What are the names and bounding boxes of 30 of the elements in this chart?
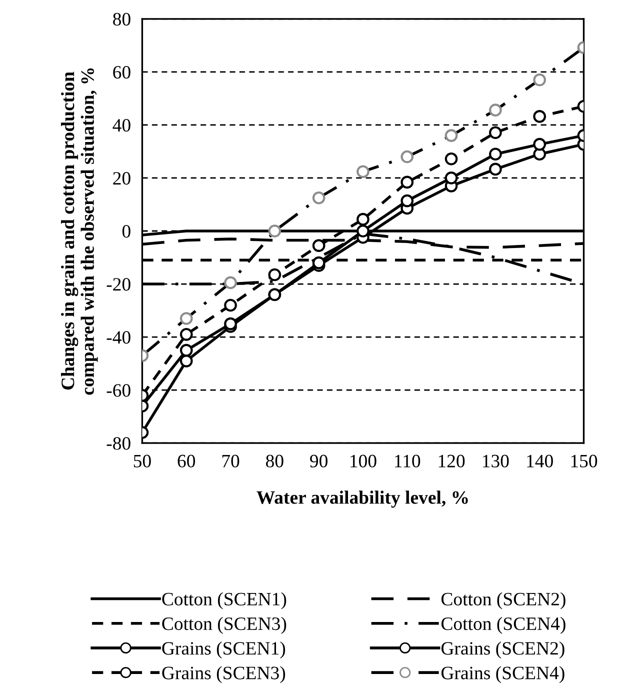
y-tick-label: 20 (113, 172, 130, 185)
y-tick-label: 60 (113, 66, 130, 79)
x-tick-label: 50 (134, 454, 151, 468)
legend-label: Cotton (SCEN3) (162, 616, 286, 634)
x-tick-label: 130 (483, 454, 509, 468)
y-tick-label: -80 (106, 437, 130, 450)
x-tick-label: 140 (527, 454, 553, 468)
legend-label: Grains (SCEN3) (162, 666, 286, 684)
x-tick-label: 120 (438, 454, 465, 468)
legend-label: Cotton (SCEN4) (441, 616, 566, 634)
y-tick-label: 80 (113, 12, 130, 26)
legend-label: Cotton (SCEN1) (162, 592, 286, 610)
legend-label: Cotton (SCEN2) (441, 592, 566, 610)
x-tick-label: 150 (571, 454, 598, 468)
legend-label: Grains (SCEN2) (441, 642, 564, 659)
y-axis-title: Changes in grain and cotton production compared with the observed situation, % (61, 68, 98, 395)
legend-label: Grains (SCEN4) (441, 666, 564, 684)
legend-label: Grains (SCEN1) (162, 642, 286, 659)
y-tick-label: -40 (106, 331, 130, 344)
x-tick-label: 90 (310, 454, 328, 468)
y-tick-label: 0 (122, 225, 130, 238)
y-tick-label: 40 (112, 118, 130, 132)
x-tick-label: 100 (350, 454, 376, 468)
x-tick-label: 60 (178, 454, 196, 468)
x-tick-label: 70 (222, 454, 240, 468)
y-tick-label: -20 (106, 278, 130, 291)
x-tick-label: 110 (395, 454, 420, 468)
y-tick-label: -60 (106, 384, 130, 397)
x-axis-title: Water availability level, % (256, 490, 468, 508)
x-tick-label: 80 (266, 454, 284, 468)
